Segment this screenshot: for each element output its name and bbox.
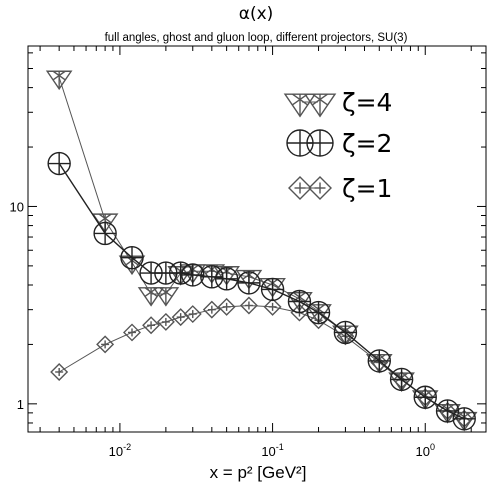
legend-label: ζ=2 — [342, 129, 392, 158]
data-point — [171, 308, 190, 327]
data-point — [306, 300, 331, 325]
legend: ζ=4 ζ=2 ζ=1 — [283, 88, 392, 203]
x-axis-label: x = p² [GeV²] — [210, 463, 307, 482]
data-point — [183, 305, 202, 324]
data-point — [181, 263, 205, 287]
y-tick-label: 1 — [17, 397, 24, 412]
data-point — [50, 362, 69, 381]
data-point — [452, 407, 476, 431]
series-line-1 — [58, 77, 465, 420]
data-point — [263, 297, 282, 316]
data-point — [120, 246, 144, 270]
data-point — [237, 271, 261, 295]
chart-title: α(x) — [239, 4, 274, 24]
data-point — [202, 300, 221, 319]
data-point — [367, 349, 391, 373]
legend-marker — [283, 93, 317, 118]
data-point — [142, 316, 161, 335]
data-point — [413, 385, 437, 409]
legend-label: ζ=1 — [342, 174, 392, 203]
data-point — [214, 267, 239, 291]
plot-area-frame — [27, 45, 487, 433]
data-point — [200, 265, 224, 289]
data-point — [435, 399, 460, 423]
x-tick-label: 10-1 — [261, 442, 283, 459]
data-point — [96, 335, 115, 354]
y-tick-label: 10 — [10, 199, 24, 214]
series-layer — [45, 70, 478, 432]
data-point — [168, 261, 193, 285]
data-point — [287, 289, 312, 314]
legend-marker — [303, 93, 337, 118]
data-point — [333, 320, 358, 345]
data-point — [93, 221, 117, 246]
data-point — [260, 277, 285, 302]
chart-subtitle: full angles, ghost and gluon loop, diffe… — [105, 32, 408, 44]
axis-ticks — [28, 46, 486, 432]
data-point — [239, 296, 258, 315]
data-point — [123, 323, 141, 342]
data-point — [45, 70, 73, 91]
data-point — [389, 367, 414, 392]
data-point — [152, 287, 180, 307]
x-tick-label: 100 — [416, 442, 435, 459]
data-point — [156, 312, 175, 331]
legend-label: ζ=4 — [342, 88, 392, 117]
data-point — [217, 297, 236, 316]
x-tick-label: 10-2 — [109, 442, 131, 459]
tick-labels: 10-2 10-1 100 1 10 — [10, 199, 435, 459]
data-point — [47, 151, 71, 176]
series-line-3 — [58, 304, 465, 420]
